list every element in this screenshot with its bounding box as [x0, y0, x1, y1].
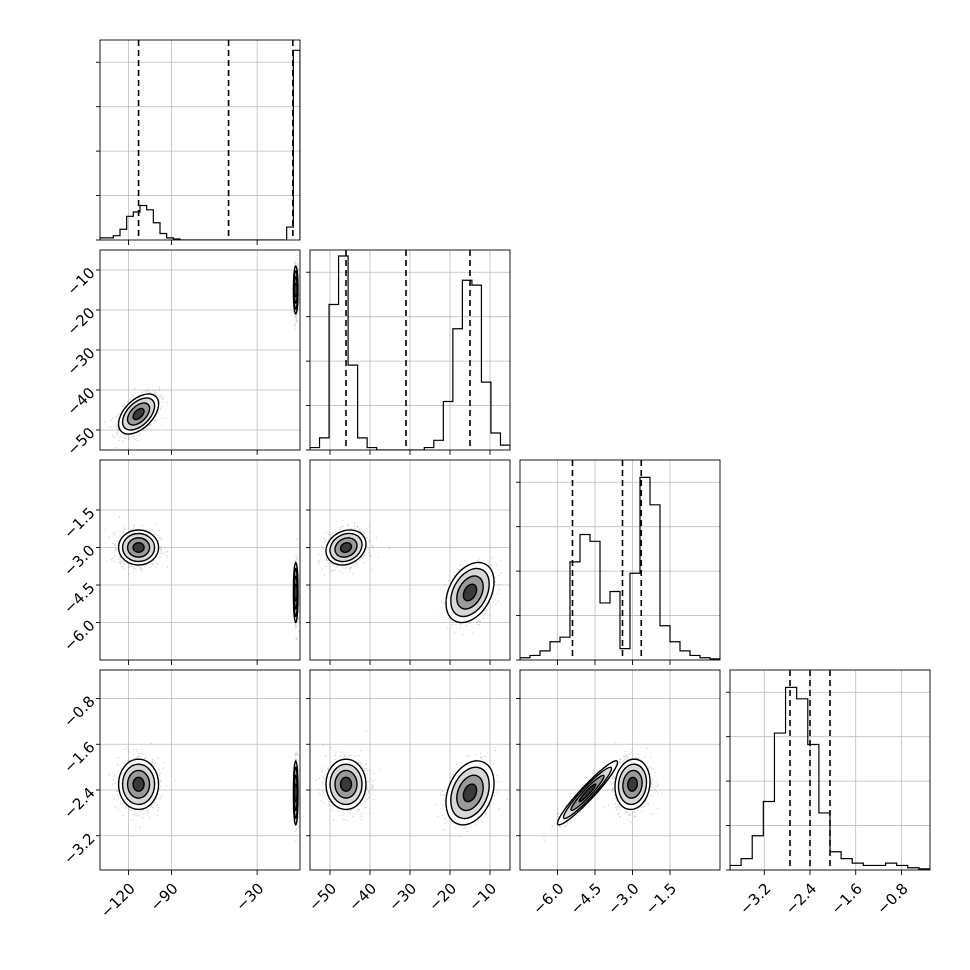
x-tick-label: −50 — [305, 880, 340, 915]
density-contour — [626, 776, 639, 792]
histogram-panel-2 — [516, 459, 721, 665]
y-tick-label: −10 — [63, 264, 98, 299]
histogram-panel-3 — [726, 669, 931, 875]
y-tick-label: −0.8 — [60, 692, 98, 730]
y-tick-label: −20 — [63, 304, 98, 339]
density-contour — [339, 541, 353, 554]
histogram-panel-0 — [96, 39, 301, 245]
x-tick-label: −120 — [97, 880, 139, 922]
y-tick-label: −40 — [63, 384, 98, 419]
density-contour — [132, 407, 145, 421]
scatter-panel-1-2 — [306, 459, 511, 665]
density-contour — [132, 541, 145, 554]
y-tick-label: −1.6 — [60, 738, 98, 776]
histogram-panel-1 — [306, 249, 511, 455]
y-tick-label: −2.4 — [60, 784, 98, 822]
density-contour — [293, 583, 298, 602]
x-tick-label: −0.8 — [873, 880, 911, 918]
scatter-panel-2-3 — [516, 669, 721, 875]
panel-frame — [99, 39, 301, 241]
x-tick-label: −3.2 — [736, 880, 774, 918]
panel-frame — [99, 669, 301, 871]
y-tick-label: −30 — [63, 344, 98, 379]
x-tick-label: −1.5 — [642, 880, 680, 918]
x-tick-label: −90 — [147, 880, 182, 915]
x-tick-label: −40 — [345, 880, 380, 915]
x-tick-label: −30 — [232, 880, 267, 915]
histogram-steps — [100, 49, 300, 240]
x-tick-label: −30 — [385, 880, 420, 915]
density-contour — [132, 776, 145, 792]
x-tick-label: −1.6 — [827, 880, 865, 918]
x-tick-label: −10 — [465, 880, 500, 915]
density-contour — [293, 783, 298, 803]
y-tick-label: −6.0 — [60, 616, 98, 654]
scatter-panel-0-3 — [96, 669, 301, 875]
density-contour — [293, 282, 298, 298]
histogram-steps — [520, 476, 720, 660]
x-tick-label: −3.0 — [604, 880, 642, 918]
y-tick-label: −3.2 — [60, 830, 98, 868]
scatter-panel-0-1 — [96, 249, 301, 455]
scatter-panel-1-3 — [306, 669, 511, 875]
y-tick-label: −3.0 — [60, 541, 98, 579]
x-tick-label: −6.0 — [529, 880, 567, 918]
density-contour — [462, 583, 478, 602]
y-tick-label: −4.5 — [60, 579, 98, 617]
x-tick-label: −4.5 — [567, 880, 605, 918]
x-tick-label: −20 — [425, 880, 460, 915]
x-tick-label: −2.4 — [782, 880, 820, 918]
y-tick-label: −50 — [63, 424, 98, 459]
histogram-steps — [310, 255, 510, 450]
density-contour — [462, 783, 478, 803]
panel-frame — [519, 459, 721, 661]
panel-frame — [729, 669, 931, 871]
panel-frame — [519, 669, 721, 871]
panel-frame — [99, 459, 301, 661]
density-contour — [578, 783, 597, 803]
density-contour — [339, 776, 353, 792]
scatter-panel-0-2 — [96, 459, 301, 665]
y-tick-label: −1.5 — [60, 504, 98, 542]
